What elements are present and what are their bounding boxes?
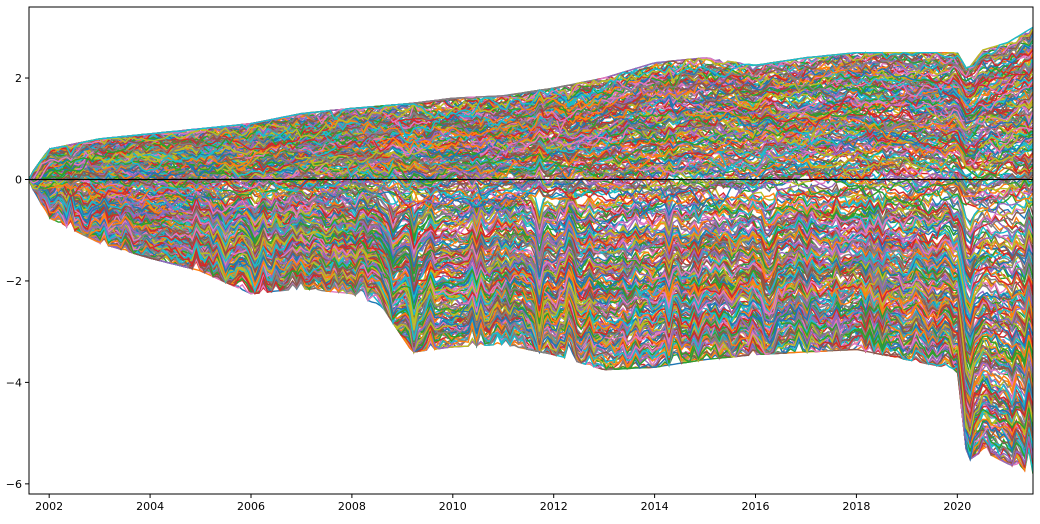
x-tick-label: 2002 [35, 500, 63, 513]
y-tick-label: 0 [15, 173, 22, 186]
series-line [29, 112, 1033, 180]
x-tick-label: 2008 [338, 500, 366, 513]
x-tick-label: 2004 [136, 500, 164, 513]
series-line [29, 153, 1033, 198]
y-tick-label: −6 [6, 478, 22, 491]
series-line [29, 27, 1033, 180]
x-tick-label: 2014 [641, 500, 669, 513]
series-line [29, 106, 1033, 180]
series-line [29, 149, 1033, 191]
x-tick-label: 2012 [540, 500, 568, 513]
y-tick-label: −2 [6, 275, 22, 288]
series-line [29, 87, 1033, 180]
series-line [29, 27, 1033, 180]
x-tick-label: 2018 [842, 500, 870, 513]
x-tick-label: 2016 [742, 500, 770, 513]
x-tick-label: 2020 [943, 500, 971, 513]
series-line [29, 26, 1033, 181]
series-layer [29, 26, 1033, 474]
series-line [29, 35, 1033, 180]
plot-frame [28, 6, 1034, 495]
x-axis: 2002 2004 2006 2008 2010 2012 2014 2016 2018 2020 [35, 494, 971, 513]
y-tick-label: 2 [15, 72, 22, 85]
x-tick-label: 2010 [439, 500, 467, 513]
series-line [29, 26, 1033, 180]
y-axis: −6 −4 −2 0 2 [6, 72, 29, 491]
x-tick-label: 2006 [237, 500, 265, 513]
y-tick-label: −4 [6, 376, 22, 389]
